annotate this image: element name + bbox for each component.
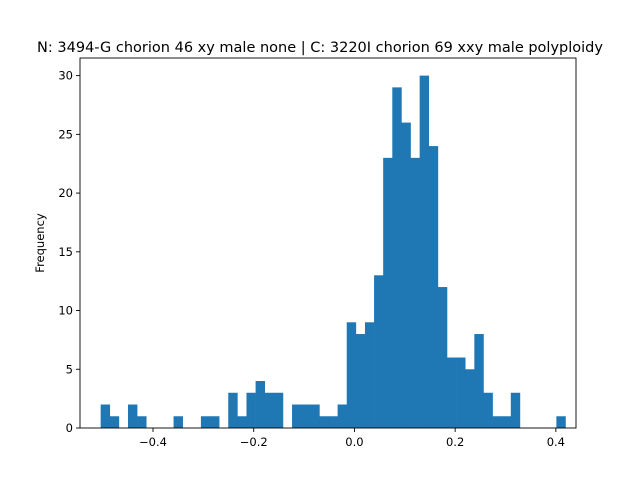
histogram-bar [301, 404, 311, 428]
histogram-bar [374, 275, 384, 428]
histogram-bar [510, 392, 521, 428]
x-tick-label: 0.0 [345, 435, 363, 449]
histogram-bar [273, 392, 284, 428]
histogram-bar [419, 75, 430, 428]
x-tick-label: −0.4 [139, 435, 167, 449]
histogram-bar [492, 416, 502, 428]
histogram-bar [383, 157, 393, 429]
histogram-bar [237, 416, 247, 428]
plot-frame [79, 57, 577, 429]
x-tick-label: 0.2 [446, 435, 464, 449]
histogram-bar [337, 404, 348, 428]
histogram-bar [210, 416, 220, 428]
histogram-bar [346, 322, 357, 428]
histogram-bar [127, 404, 138, 428]
y-tick-label: 15 [58, 245, 73, 259]
histogram-bar [456, 357, 466, 428]
x-tick-label: 0.4 [547, 435, 565, 449]
histogram-bar [264, 392, 275, 428]
histogram-bar [319, 416, 329, 428]
histogram-bar [401, 122, 411, 428]
histogram-bar [100, 404, 111, 428]
histogram-bar [328, 416, 338, 428]
histogram-bar [355, 334, 366, 428]
histogram-bar [364, 322, 375, 428]
histogram-bar [200, 416, 211, 428]
histogram-bar [392, 87, 402, 428]
histogram-bar [501, 416, 512, 428]
chart-title: N: 3494-G chorion 46 xy male none | C: 3… [37, 40, 603, 56]
y-tick-label: 5 [66, 362, 73, 376]
y-tick-label: 0 [66, 421, 73, 435]
histogram-bar [437, 287, 448, 428]
x-tick-label: −0.2 [240, 435, 268, 449]
histogram-bar [246, 392, 256, 428]
histogram-bar [137, 416, 147, 428]
y-axis-ticks: 0 5 10 15 20 25 30 [58, 69, 80, 435]
y-tick-label: 25 [58, 127, 73, 141]
histogram-bar [428, 146, 439, 428]
y-tick-label: 20 [58, 186, 73, 200]
histogram-bar [465, 369, 475, 428]
y-tick-label: 30 [58, 69, 73, 83]
y-axis-label: Frequency [33, 213, 47, 273]
x-axis-ticks: −0.4 −0.2 0.0 0.2 0.4 [139, 428, 565, 449]
histogram-bar [173, 416, 183, 428]
histogram-bar [446, 357, 457, 428]
histogram-bar [483, 392, 493, 428]
histogram-bar [556, 416, 566, 428]
histogram-bar [109, 416, 120, 428]
bars-group [100, 75, 566, 429]
histogram-bar [292, 404, 302, 428]
histogram-bar [228, 392, 238, 428]
y-tick-label: 10 [58, 304, 73, 318]
histogram-bar [310, 404, 320, 428]
histogram-bar [410, 157, 420, 429]
histogram-bar [474, 334, 484, 428]
histogram-bar [255, 381, 266, 428]
